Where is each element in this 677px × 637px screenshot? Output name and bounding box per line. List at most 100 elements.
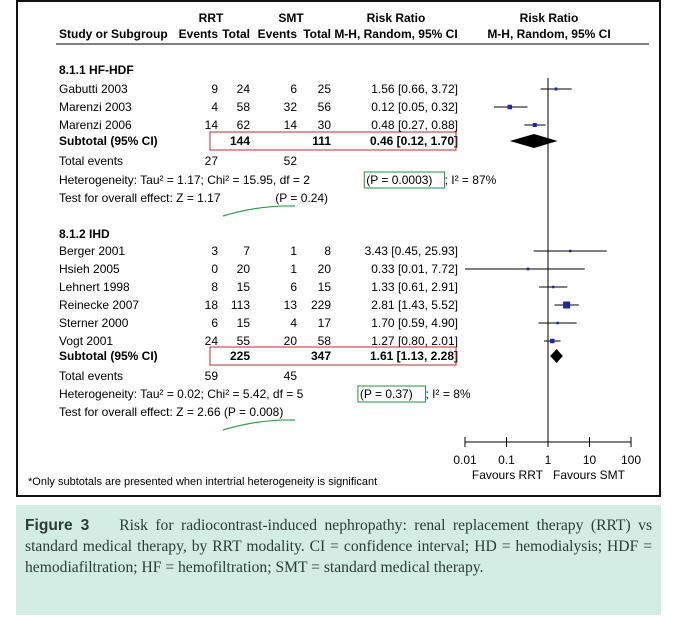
study-1-5-events-smt: 20: [284, 334, 298, 348]
header-method: M-H, Random, 95% CI: [334, 27, 457, 41]
figure-caption: Figure 3 Risk for radiocontrast-induced …: [16, 505, 661, 615]
study-1-5-total-smt: 58: [318, 334, 332, 348]
study-1-2-events-rrt: 8: [211, 280, 218, 294]
study-1-1-total-rrt: 20: [237, 262, 251, 276]
study-1-0-total-smt: 8: [324, 244, 331, 258]
study-1-5-point: [550, 338, 555, 344]
x-axis-tick-label-1: 0.1: [498, 453, 515, 467]
study-1-2-ci: 1.33 [0.61, 2.91]: [371, 280, 458, 294]
x-axis-tick-label-0: 0.01: [453, 453, 477, 467]
subgroup-1-heterogeneity-i2: ; I² = 8%: [426, 387, 471, 401]
subgroup-1-heterogeneity-text: Heterogeneity: Tau² = 0.02; Chi² = 5.42,…: [59, 387, 304, 401]
favours-right-label: Favours SMT: [553, 468, 626, 482]
forest-plot-figure: RRT SMT Risk Ratio Risk Ratio Study or Subgr…: [16, 0, 661, 497]
subgroup-0-overall-effect: Test for overall effect: Z = 1.17: [59, 191, 221, 205]
study-1-4-total-rrt: 15: [237, 316, 251, 330]
header-rrt: RRT: [199, 11, 224, 25]
study-1-1-ci: 0.33 [0.01, 7.72]: [371, 262, 458, 276]
subgroup-0-subtotal-highlight: [209, 131, 457, 151]
study-1-0-events-smt: 1: [290, 244, 297, 258]
study-1-3-ci: 2.81 [1.43, 5.52]: [371, 298, 458, 312]
subgroup-1-subtotal-ci: 1.61 [1.13, 2.28]: [370, 349, 458, 363]
study-1-2-total-rrt: 15: [237, 280, 251, 294]
caption-text: Risk for radiocontrast-induced nephropat…: [25, 517, 653, 576]
subgroup-1-heterogeneity-p-box: [357, 385, 427, 403]
subgroup-1-subtotal-total-smt: 347: [311, 349, 331, 363]
study-0-2-point: [532, 122, 537, 128]
study-0-0-events-smt: 6: [290, 82, 297, 96]
subgroup-1-subtotal-total-rrt: 225: [230, 349, 250, 363]
study-1-1-name: Hsieh 2005: [59, 262, 120, 276]
study-0-1-events-rrt: 4: [211, 100, 218, 114]
subgroup-0-heterogeneity-p: (P = 0.0003): [366, 173, 432, 187]
subgroup-0-overall-effect-p: (P = 0.24): [275, 191, 328, 205]
study-1-2-total-smt: 15: [318, 280, 332, 294]
study-0-1-total-rrt: 58: [237, 100, 251, 114]
study-1-0-name: Berger 2001: [59, 244, 125, 258]
study-1-3-total-rrt: 113: [231, 298, 250, 312]
study-1-5-events-rrt: 24: [205, 334, 219, 348]
header-events-smt: Events: [258, 27, 298, 41]
study-0-2-events-smt: 14: [284, 118, 298, 132]
subgroup-1-subtotal-label: Subtotal (95% CI): [59, 349, 158, 363]
subgroup-1-subtotal-highlight: [209, 346, 457, 366]
study-0-1-events-smt: 32: [284, 100, 298, 114]
study-0-1-point: [507, 104, 513, 110]
subgroup-1-annotation-underline: [222, 419, 296, 431]
study-1-0-events-rrt: 3: [211, 244, 218, 258]
header-events-rrt: Events: [179, 27, 219, 41]
study-0-0-events-rrt: 9: [211, 82, 218, 96]
study-1-4-point: [556, 321, 559, 325]
favours-left-label: Favours RRT: [472, 468, 544, 482]
study-1-3-total-smt: 229: [311, 298, 331, 312]
study-0-2-total-smt: 30: [318, 118, 332, 132]
subgroup-0-total-events-smt: 52: [284, 154, 298, 168]
study-1-0-total-rrt: 7: [243, 244, 250, 258]
study-1-4-ci: 1.70 [0.59, 4.90]: [371, 316, 458, 330]
study-1-5-name: Vogt 2001: [59, 334, 113, 348]
study-1-1-total-smt: 20: [318, 262, 332, 276]
caption-label: Figure 3: [25, 517, 90, 534]
subgroup-1-total-events-rrt: 59: [205, 369, 219, 383]
study-0-0-ci: 1.56 [0.66, 3.72]: [371, 82, 458, 96]
subgroup-1-title: 8.1.2 IHD: [59, 227, 110, 241]
study-0-2-name: Marenzi 2006: [59, 118, 132, 132]
header-study: Study or Subgroup: [59, 27, 168, 41]
study-1-4-name: Sterner 2000: [59, 316, 129, 330]
subgroup-0-title: 8.1.1 HF-HDF: [59, 63, 134, 77]
study-1-1-point: [526, 267, 530, 271]
study-0-0-total-smt: 25: [318, 82, 332, 96]
subgroup-0-subtotal-diamond: [509, 134, 558, 148]
study-1-3-point: [563, 301, 571, 309]
study-1-5-total-rrt: 55: [237, 334, 251, 348]
subgroup-1-heterogeneity-p: (P = 0.37): [360, 387, 413, 401]
header-total-rrt: Total: [222, 27, 250, 41]
study-1-3-name: Reinecke 2007: [59, 298, 139, 312]
subgroup-1-overall-effect: Test for overall effect: Z = 2.66 (P = 0…: [59, 405, 283, 419]
study-0-0-point: [554, 87, 558, 91]
study-1-1-events-rrt: 0: [211, 262, 218, 276]
study-0-1-name: Marenzi 2003: [59, 100, 132, 114]
header-method-plot: M-H, Random, 95% CI: [487, 27, 610, 41]
study-1-2-name: Lehnert 1998: [59, 280, 130, 294]
x-axis-tick-label-3: 10: [583, 453, 597, 467]
subgroup-0-subtotal-label: Subtotal (95% CI): [59, 134, 158, 148]
header-risk-ratio: Risk Ratio: [367, 11, 426, 25]
study-0-0-total-rrt: 24: [237, 82, 251, 96]
subgroup-0-heterogeneity-i2: ; I² = 87%: [445, 173, 497, 187]
header-total-smt: Total: [303, 27, 331, 41]
study-0-2-events-rrt: 14: [205, 118, 219, 132]
study-1-2-events-smt: 6: [290, 280, 297, 294]
subgroup-0-subtotal-total-smt: 111: [312, 134, 331, 148]
subgroup-0-heterogeneity-text: Heterogeneity: Tau² = 1.17; Chi² = 15.95…: [59, 173, 310, 187]
study-0-0-name: Gabutti 2003: [59, 82, 128, 96]
study-1-2-point: [551, 285, 555, 289]
header-smt: SMT: [278, 11, 304, 25]
study-1-0-point: [568, 249, 572, 253]
x-axis-tick-label-4: 100: [621, 453, 641, 467]
subgroup-0-subtotal-total-rrt: 144: [230, 134, 250, 148]
subgroup-1-subtotal-diamond: [550, 349, 563, 363]
subgroup-0-total-events-rrt: 27: [205, 154, 219, 168]
study-1-1-events-smt: 1: [290, 262, 297, 276]
subgroup-0-subtotal-ci: 0.46 [0.12, 1.70]: [370, 134, 458, 148]
